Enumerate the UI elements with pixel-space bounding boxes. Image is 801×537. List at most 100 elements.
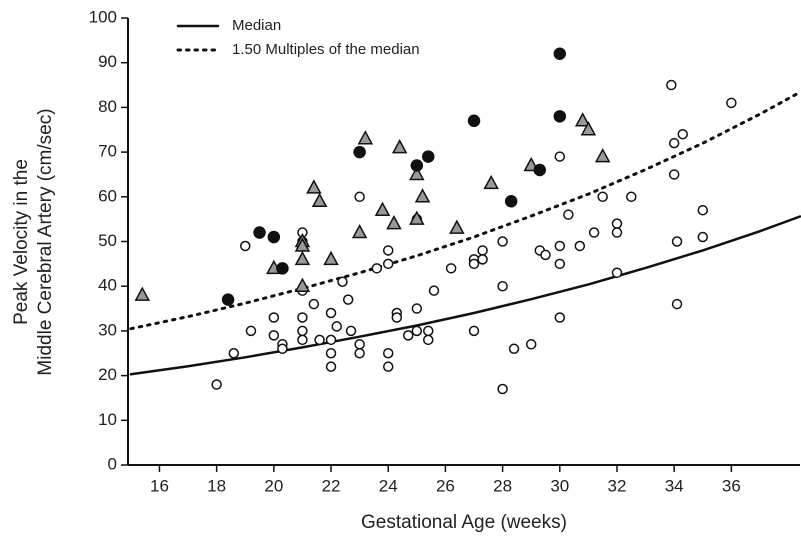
- circle-point: [391, 312, 403, 323]
- circle-point: [402, 330, 414, 341]
- circle-point: [277, 343, 288, 355]
- circle-point: [497, 236, 508, 247]
- triangle-point: [594, 147, 611, 163]
- circle-point: [525, 339, 537, 350]
- circle-point: [245, 325, 257, 337]
- circle-point: [325, 334, 337, 346]
- x-tick-label: 24: [379, 476, 398, 495]
- circle-point: [540, 249, 551, 261]
- x-tick-label: 20: [264, 476, 283, 495]
- legend-label: Median: [232, 17, 281, 34]
- circle-point: [423, 334, 434, 346]
- y-axis-label: Peak Velocity in the: [11, 159, 32, 325]
- y-tick-label: 60: [98, 186, 117, 205]
- x-axis-label: Gestational Age (weeks): [361, 512, 567, 533]
- circle-point: [297, 325, 308, 337]
- y-tick-label: 50: [98, 231, 117, 250]
- circle-point: [267, 230, 281, 244]
- circle-point: [666, 79, 677, 91]
- triangle-point: [351, 223, 368, 239]
- circle-point: [423, 325, 434, 337]
- triangle-point: [374, 201, 391, 216]
- triangle-point: [580, 121, 597, 136]
- curve: [129, 215, 801, 376]
- circle-point: [508, 343, 520, 355]
- circle-point: [445, 263, 457, 274]
- circle-point: [497, 280, 508, 292]
- triangle-point: [409, 165, 425, 181]
- circle-point: [428, 285, 440, 296]
- circle-point: [325, 307, 337, 319]
- circle-point: [554, 240, 566, 252]
- circle-point: [553, 47, 567, 61]
- x-tick-label: 22: [322, 476, 341, 495]
- circle-point: [411, 325, 423, 337]
- x-tick-label: 26: [436, 476, 455, 495]
- y-tick-label: 40: [98, 276, 117, 295]
- circle-point: [677, 128, 689, 140]
- x-tick-label: 32: [608, 476, 627, 495]
- circle-point: [477, 254, 488, 265]
- x-tick-label: 30: [550, 476, 569, 495]
- circle-point: [611, 227, 623, 238]
- circle-point: [353, 145, 366, 159]
- y-tick-label: 0: [108, 454, 117, 473]
- circle-point: [382, 348, 394, 359]
- circle-point: [668, 169, 680, 180]
- triangle-point: [294, 250, 311, 266]
- x-tick-label: 34: [665, 476, 684, 495]
- triangle-point: [414, 188, 431, 203]
- circle-point: [671, 236, 683, 247]
- circle-point: [554, 151, 566, 162]
- circle-point: [331, 321, 342, 332]
- circle-point: [354, 191, 365, 203]
- triangle-point: [134, 286, 151, 301]
- y-tick-label: 30: [98, 320, 117, 339]
- circle-point: [671, 298, 683, 310]
- circle-point: [325, 348, 337, 359]
- circle-point: [563, 209, 574, 220]
- circle-point: [297, 334, 308, 346]
- circle-point: [268, 330, 280, 341]
- circle-point: [497, 383, 508, 395]
- circle-point: [345, 325, 357, 337]
- circle-point: [504, 195, 518, 208]
- legend-label: 1.50 Multiples of the median: [232, 41, 420, 58]
- circle-point: [467, 114, 481, 128]
- x-tick-label: 36: [722, 476, 741, 495]
- y-tick-label: 20: [98, 365, 117, 384]
- triangle-point: [323, 250, 339, 266]
- circle-point: [268, 312, 280, 323]
- y-tick-label: 80: [98, 97, 117, 116]
- triangle-point: [306, 179, 322, 194]
- circle-point: [382, 361, 394, 372]
- circle-point: [221, 293, 235, 306]
- triangle-point: [409, 210, 425, 225]
- circle-point: [574, 240, 586, 252]
- circle-point: [325, 361, 337, 372]
- triangle-point: [574, 112, 591, 127]
- circle-point: [611, 267, 623, 279]
- circle-point: [422, 150, 435, 163]
- circle-point: [697, 204, 709, 216]
- triangle-point: [357, 130, 374, 145]
- circle-point: [554, 258, 566, 270]
- circle-point: [411, 303, 423, 314]
- circle-point: [697, 231, 709, 243]
- circle-point: [337, 276, 348, 287]
- circle-point: [668, 137, 680, 149]
- circle-point: [382, 245, 394, 256]
- circle-point: [211, 379, 222, 390]
- circle-point: [354, 348, 365, 359]
- triangle-point: [386, 215, 402, 230]
- circle-point: [477, 245, 488, 256]
- triangle-point: [449, 219, 465, 234]
- circle-point: [597, 191, 608, 203]
- circle-point: [553, 110, 567, 123]
- circle-point: [611, 218, 623, 229]
- triangle-point: [294, 277, 311, 292]
- circle-point: [228, 348, 240, 359]
- y-tick-label: 70: [98, 142, 117, 161]
- circle-point: [468, 258, 480, 270]
